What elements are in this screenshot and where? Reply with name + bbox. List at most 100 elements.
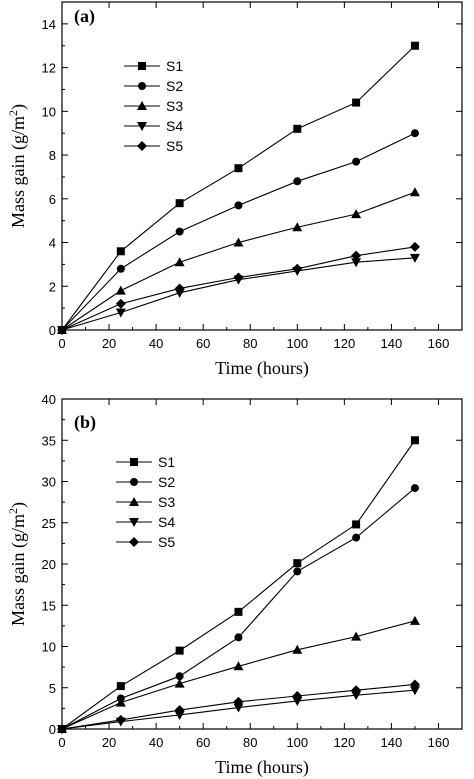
series-s3 — [57, 615, 420, 733]
x-tick-label: 60 — [196, 735, 210, 750]
y-tick-label: 10 — [42, 640, 56, 655]
plot-frame — [61, 1, 463, 331]
data-point-s3 — [409, 615, 420, 625]
data-point-s5 — [409, 241, 420, 252]
legend-entry-s1: S1 — [116, 454, 175, 470]
series-line-s1 — [61, 45, 416, 331]
x-tick-label: 0 — [58, 336, 65, 351]
data-point-s4 — [174, 710, 185, 720]
data-point-s2 — [410, 129, 419, 138]
data-point-s1 — [410, 436, 419, 445]
legend-label: S2 — [158, 474, 175, 490]
legend-marker — [138, 82, 146, 90]
series-s5 — [57, 679, 420, 734]
legend-entry-s2: S2 — [124, 78, 183, 94]
series-line-s1 — [61, 439, 416, 730]
x-tick-label: 0 — [58, 735, 65, 750]
data-point-s3 — [351, 631, 362, 641]
series-line-s2 — [61, 132, 416, 331]
data-point-s5 — [292, 263, 303, 274]
data-point-s4 — [351, 258, 362, 268]
legend-label: S5 — [166, 138, 183, 154]
data-point-s3 — [174, 678, 185, 688]
data-point-s5 — [233, 272, 244, 283]
y-axis-title-superscript: 2 — [6, 508, 20, 514]
panel-label: (b) — [74, 412, 96, 433]
data-point-s5 — [351, 685, 362, 696]
legend-label: S1 — [158, 454, 175, 470]
data-point-s3 — [115, 697, 126, 707]
legend-label: S4 — [166, 118, 183, 134]
legend-marker — [129, 497, 139, 506]
data-point-s5 — [174, 283, 185, 294]
y-tick-label: 20 — [42, 557, 56, 572]
y-tick-label: 35 — [42, 433, 56, 448]
y-tick-label: 12 — [42, 61, 56, 76]
legend-label: S3 — [166, 98, 183, 114]
data-point-s5 — [174, 705, 185, 716]
x-tick-label: 140 — [381, 336, 403, 351]
series-line-s3 — [61, 191, 416, 331]
data-point-s3 — [351, 209, 362, 219]
legend-marker — [137, 122, 147, 131]
data-point-s1 — [352, 98, 361, 107]
data-point-s5 — [57, 325, 67, 335]
x-tick-label: 20 — [102, 735, 116, 750]
x-tick-label: 40 — [149, 735, 163, 750]
legend-label: S4 — [158, 514, 175, 530]
data-point-s4 — [233, 703, 244, 713]
y-tick-label: 8 — [49, 148, 56, 163]
y-tick-label: 40 — [42, 392, 56, 407]
data-point-s4 — [409, 253, 420, 263]
legend-entry-s1: S1 — [124, 58, 183, 74]
chart-panel-a: 0 20 40 60 80 100 120 140 160 0 2 4 6 8 10 12 14 Time (ho… — [6, 1, 463, 379]
y-tick-label: 0 — [49, 722, 56, 737]
plot-frame — [61, 398, 463, 730]
y-axis-title-superscript: 2 — [6, 110, 20, 116]
data-point-s1 — [352, 520, 361, 529]
legend-marker — [130, 478, 138, 486]
data-point-s5 — [409, 679, 420, 690]
y-tick-label: 5 — [49, 681, 56, 696]
y-axis-title-main: Mass gain (g/m — [8, 116, 29, 228]
chart-panel-b: 0 20 40 60 80 100 120 140 160 0 5 10 15 20 25 30 35 40 Tim… — [6, 392, 463, 778]
data-point-s1 — [293, 559, 302, 568]
x-tick-label: 60 — [196, 336, 210, 351]
data-point-s3 — [233, 661, 244, 671]
y-tick-label: 2 — [49, 279, 56, 294]
data-point-s3 — [292, 644, 303, 654]
x-tick-label: 100 — [286, 735, 308, 750]
data-point-s1 — [234, 164, 243, 173]
legend-entry-s3: S3 — [116, 494, 175, 510]
legend-marker — [137, 141, 147, 151]
series-s5 — [57, 241, 420, 335]
legend-marker — [137, 101, 147, 110]
data-point-s2 — [234, 633, 243, 642]
data-point-s2 — [293, 567, 302, 576]
y-tick-label: 4 — [49, 236, 56, 251]
data-point-s1 — [175, 199, 184, 208]
y-tick-label: 30 — [42, 475, 56, 490]
series-s1 — [58, 436, 419, 733]
y-tick-label: 6 — [49, 192, 56, 207]
data-point-s1 — [410, 41, 419, 50]
y-tick-label: 15 — [42, 598, 56, 613]
series-s4 — [57, 253, 420, 335]
legend-marker — [138, 62, 146, 70]
legend-entry-s5: S5 — [116, 534, 175, 550]
data-point-s5 — [292, 691, 303, 701]
data-point-s3 — [292, 222, 303, 232]
data-point-s2 — [352, 533, 361, 542]
data-point-s3 — [409, 187, 420, 197]
data-point-s4 — [409, 686, 420, 696]
x-tick-label: 80 — [243, 336, 257, 351]
panel-label: (a) — [74, 6, 95, 27]
data-point-s5 — [57, 724, 67, 734]
legend-marker — [129, 518, 139, 527]
x-tick-label: 100 — [286, 336, 308, 351]
x-tick-label: 80 — [243, 735, 257, 750]
legend-entry-s5: S5 — [124, 138, 183, 154]
data-point-s5 — [115, 714, 126, 725]
series-s3 — [57, 187, 420, 334]
data-point-s5 — [351, 250, 362, 261]
